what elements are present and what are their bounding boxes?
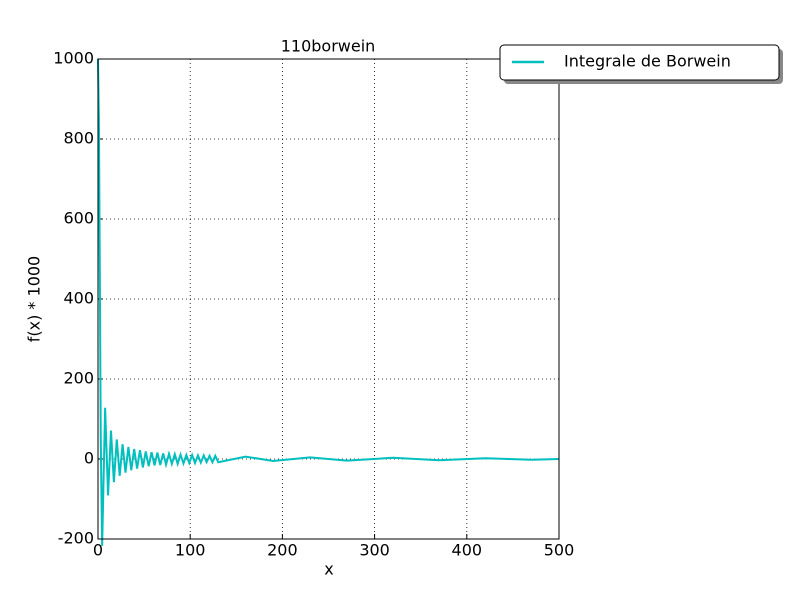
data-line — [97, 58, 560, 546]
x-tick-label: 100 — [175, 541, 206, 560]
legend-label: Integrale de Borwein — [564, 52, 731, 71]
plot-frame — [97, 58, 560, 540]
x-tick-label: 0 — [93, 541, 103, 560]
x-tick-label: 200 — [267, 541, 298, 560]
x-axis-label: x — [324, 560, 333, 579]
y-tick-label: 600 — [63, 209, 94, 228]
y-tick-label: -200 — [58, 529, 94, 548]
x-tick-label: 500 — [544, 541, 575, 560]
y-tick-label: 800 — [63, 129, 94, 148]
x-tick-label: 400 — [452, 541, 483, 560]
y-tick-label: 0 — [84, 449, 94, 468]
legend-box — [499, 44, 780, 81]
y-tick-label: 400 — [63, 289, 94, 308]
x-tick-label: 300 — [359, 541, 390, 560]
y-axis-label: f(x) * 1000 — [25, 256, 44, 342]
chart-title: 110borwein — [281, 37, 376, 56]
y-tick-label: 1000 — [53, 49, 94, 68]
y-tick-label: 200 — [63, 369, 94, 388]
